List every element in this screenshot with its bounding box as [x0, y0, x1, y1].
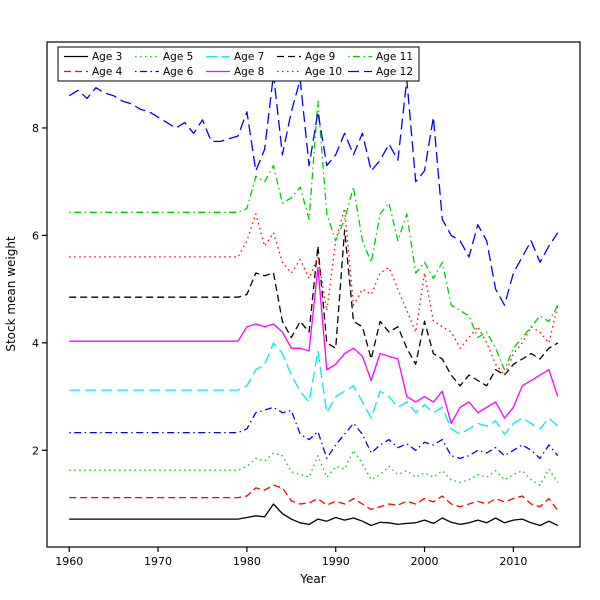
- x-axis-tick-label: 1960: [55, 555, 83, 568]
- y-axis-title: Stock mean weight: [4, 236, 18, 352]
- x-axis-tick-label: 1990: [322, 555, 350, 568]
- x-axis-tick-label: 1970: [144, 555, 172, 568]
- y-axis-tick-label: 2: [32, 444, 39, 457]
- series-line-age-5: [69, 449, 559, 486]
- legend-box: [57, 46, 420, 82]
- legend: Age 3 Age 4 Age 5 Age 6 Age 7 Age 8 Age 9 Age 1…: [57, 46, 420, 82]
- legend-label: Age 9: [305, 51, 335, 63]
- series-line-age-11: [69, 100, 559, 371]
- series-line-age-8: [69, 266, 559, 425]
- y-axis-tick-label: 4: [32, 337, 39, 350]
- legend-label: Age 11: [376, 51, 413, 63]
- legend-label: Age 4: [92, 66, 123, 78]
- series-line-age-7: [69, 342, 559, 435]
- y-axis-tick-label: 6: [32, 229, 39, 242]
- x-axis-tick-label: 1980: [233, 555, 261, 568]
- plot-box: [46, 41, 581, 548]
- x-axis-title: Year: [299, 572, 325, 586]
- legend-label: Age 5: [163, 51, 193, 63]
- series-line-age-12: [68, 73, 559, 306]
- y-axis-tick-label: 8: [32, 122, 39, 135]
- series-line-age-4: [69, 484, 559, 511]
- legend-label: Age 6: [163, 66, 194, 78]
- legend-label: Age 12: [376, 66, 413, 78]
- series-line-age-3: [69, 503, 559, 527]
- axes-layer: 1960 1970 1980 1990 2000 2010 2 4 6 8: [32, 41, 581, 568]
- series-line-age-6: [69, 406, 559, 460]
- legend-label: Age 3: [92, 51, 122, 63]
- x-axis-tick-label: 2010: [499, 555, 527, 568]
- series-line-age-9: [69, 229, 559, 387]
- legend-label: Age 7: [234, 51, 264, 63]
- legend-label: Age 10: [305, 66, 342, 78]
- legend-label: Age 8: [234, 66, 264, 78]
- series-line-age-10: [69, 207, 559, 376]
- series-layer: [68, 73, 559, 527]
- x-axis-tick-label: 2000: [411, 555, 439, 568]
